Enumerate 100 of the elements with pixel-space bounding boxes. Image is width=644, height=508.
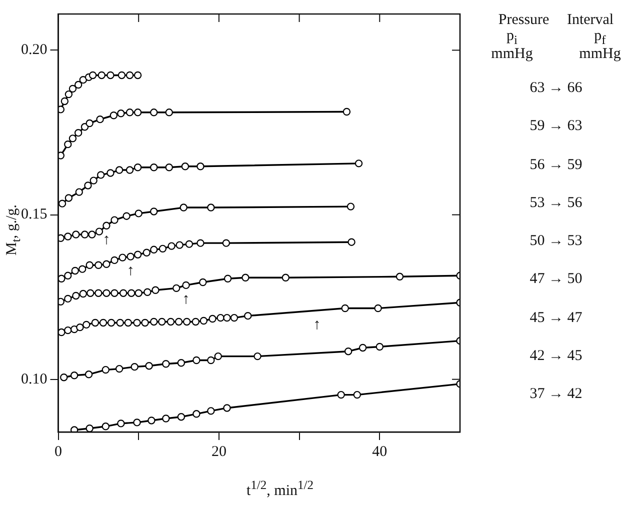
point [98,71,106,80]
point [158,318,166,326]
point [200,316,208,325]
point [230,314,238,322]
point [86,119,94,128]
point [396,272,404,280]
point [185,240,194,248]
point [353,390,361,399]
point [150,164,158,172]
point [71,266,79,275]
point [80,230,89,238]
point [79,76,88,84]
point [118,254,126,262]
point [58,106,65,114]
x-axis-title: t$^{1/2}$, min$^{1/2}$ [246,478,314,500]
legend-title: Pressure Interval [497,12,615,29]
y-tick-label: 0.15 [21,206,48,223]
point [142,248,150,256]
point [223,404,231,412]
point [208,314,216,323]
point [223,314,231,322]
point [102,289,110,297]
x-tick-label: 20 [211,444,226,460]
point [358,344,367,352]
point [166,318,175,326]
point [128,289,136,297]
point [224,274,232,282]
point [242,274,250,282]
point [115,166,124,174]
point [196,239,204,247]
point [134,71,142,80]
point [122,212,130,220]
point [117,420,125,428]
text: 59 → 63 [528,118,584,136]
text: 50 → 53 [528,233,584,250]
point [58,274,66,282]
text: p$_{f}$ mmHg [578,28,622,63]
point [150,246,158,254]
point [165,164,173,172]
point [58,152,65,160]
point [150,108,158,116]
point [102,222,110,230]
point [68,134,77,142]
point [134,108,142,116]
point [141,318,149,327]
point [126,71,134,80]
point [74,128,82,137]
point [64,194,73,202]
point [342,108,351,116]
text: 53 → 56 [528,194,584,212]
point [346,202,355,210]
point [119,289,128,297]
point [116,318,124,327]
point [58,234,65,242]
point [86,289,94,297]
point [196,162,204,170]
point [88,230,96,238]
point [96,115,104,124]
point [158,244,167,253]
point [192,410,200,418]
point [134,210,142,218]
point [244,312,252,320]
point [181,162,190,170]
point [115,364,124,373]
point [130,362,138,371]
point [117,110,125,118]
annotation: ↑ [126,263,134,280]
point [58,298,65,306]
point [126,252,134,260]
point [207,407,215,415]
point [102,422,110,430]
point [64,326,72,334]
point [64,272,72,280]
point [145,362,153,370]
point [58,328,66,336]
point [96,171,105,179]
point [86,424,94,432]
point [150,208,158,216]
point [74,80,82,89]
point [110,216,118,224]
point [165,108,173,116]
point [177,413,186,421]
point [64,232,72,240]
point [134,250,142,258]
point [214,352,222,360]
point [102,260,110,268]
annotation: ↑ [182,292,190,308]
point [134,289,142,297]
point [354,160,363,168]
point [72,230,80,238]
y-tick-label: 0.20 [21,42,48,58]
point [282,274,290,282]
point [60,97,69,106]
text: 63 → 66 [528,80,584,97]
point [162,414,170,422]
point [84,370,93,378]
point [88,71,97,80]
point [60,374,68,382]
point [348,238,356,246]
y-tick-label: 0.10 [21,371,48,388]
